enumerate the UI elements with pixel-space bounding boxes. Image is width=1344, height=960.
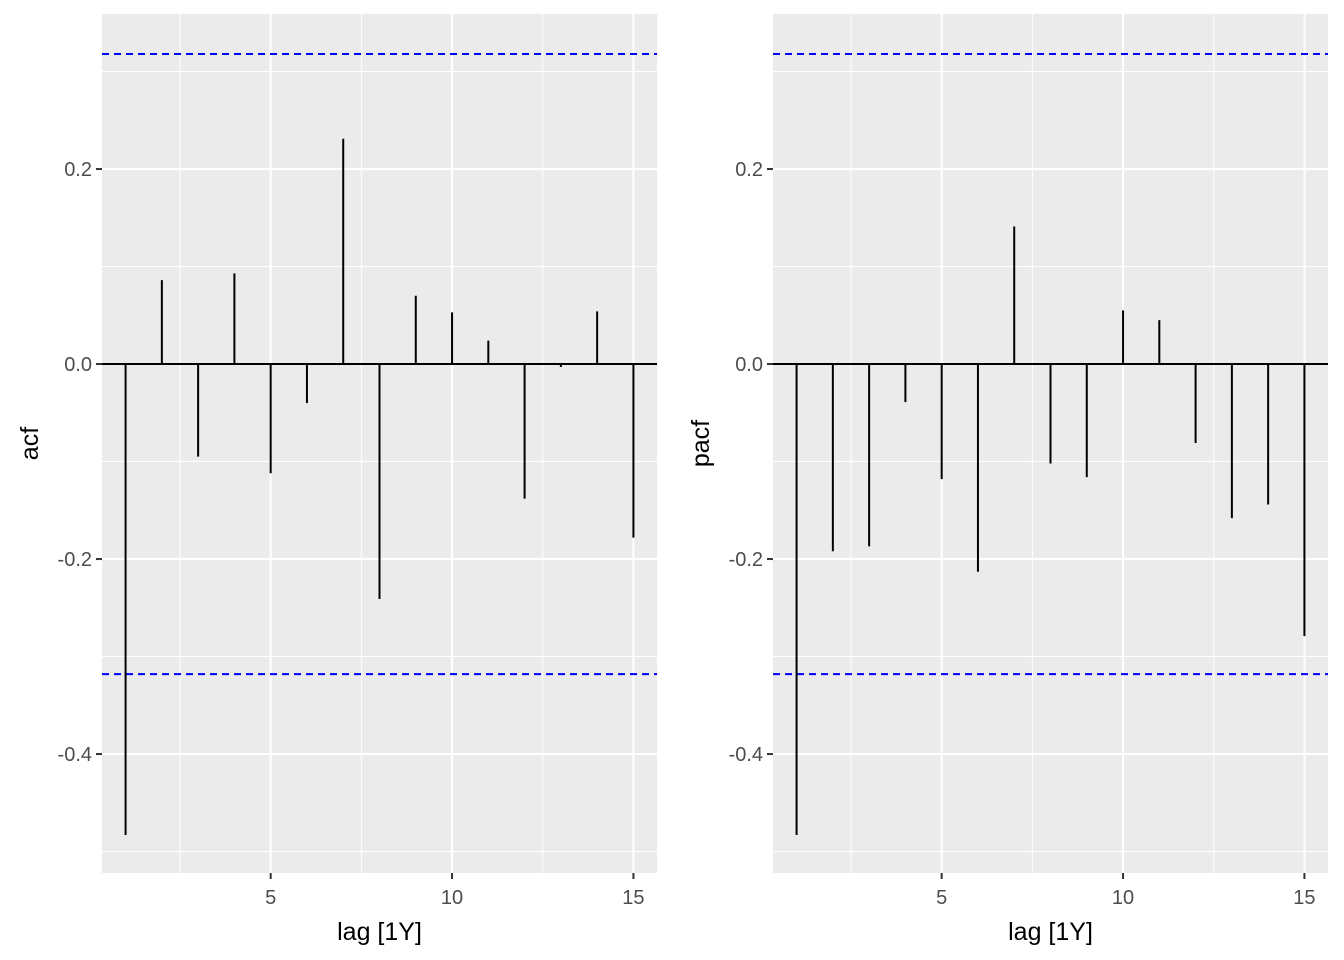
- acf-y-tick-label: 0.0: [64, 354, 92, 376]
- acf-panel: -0.4 -0.2 0.0 0.2 5 10 15 lag [1Y] acf: [16, 14, 657, 946]
- pacf-x-tick-label: 10: [1112, 887, 1134, 909]
- acf-y-tick-label: -0.2: [58, 549, 92, 571]
- pacf-y-tick-label: 0.0: [735, 354, 763, 376]
- pacf-y-tick-label: -0.4: [729, 744, 763, 766]
- acf-x-tick-label: 15: [622, 887, 644, 909]
- acf-x-axis-title: lag [1Y]: [337, 918, 422, 946]
- pacf-x-tick-label: 5: [936, 887, 947, 909]
- acf-y-axis-title: acf: [16, 427, 44, 460]
- pacf-y-tick-label: 0.2: [735, 159, 763, 181]
- pacf-y-axis-title: pacf: [687, 420, 715, 467]
- acf-x-tick-label: 5: [265, 887, 276, 909]
- acf-y-tick-label: -0.4: [58, 744, 92, 766]
- pacf-panel: -0.4 -0.2 0.0 0.2 5 10 15 lag [1Y] pacf: [687, 14, 1328, 946]
- acf-x-tick-label: 10: [441, 887, 463, 909]
- pacf-y-tick-label: -0.2: [729, 549, 763, 571]
- pacf-x-tick-label: 15: [1293, 887, 1315, 909]
- acf-y-tick-label: 0.2: [64, 159, 92, 181]
- pacf-x-axis-title: lag [1Y]: [1008, 918, 1093, 946]
